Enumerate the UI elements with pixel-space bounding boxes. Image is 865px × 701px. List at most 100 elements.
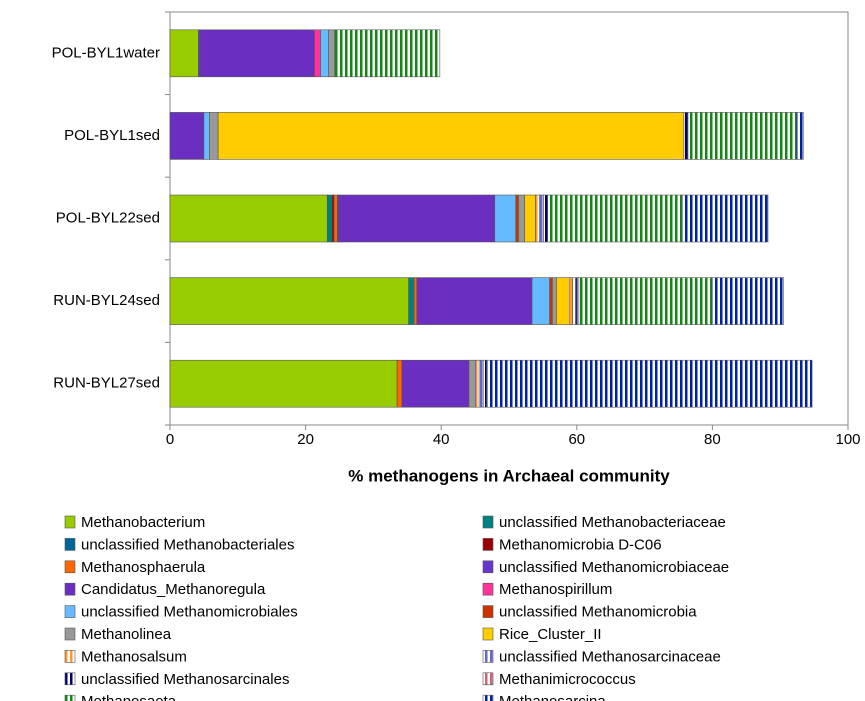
bar-segment	[198, 29, 201, 78]
legend-label: Methanosarcina	[499, 693, 606, 701]
bar-segment	[482, 359, 487, 408]
legend-item: Methanimicrococcus	[482, 671, 636, 688]
x-tick-label: 60	[568, 431, 585, 448]
bar-segment	[169, 29, 199, 78]
legend-swatch	[64, 605, 76, 618]
bar-segment	[549, 277, 553, 325]
legend-label: unclassified Methanomicrobiales	[81, 604, 298, 621]
legend-item: Candidatus_Methanoregula	[64, 581, 266, 598]
bar-segment	[575, 277, 580, 325]
bar-segment	[217, 112, 685, 160]
bar-segment	[518, 194, 525, 243]
bar-segment	[200, 29, 315, 78]
legend-swatch	[482, 605, 494, 618]
bar-segment	[169, 112, 205, 160]
x-tick-label: 0	[166, 431, 174, 448]
legend-label: unclassified Methanosarcinaceae	[499, 648, 721, 665]
legend-item: Methanosalsum	[64, 648, 187, 665]
y-tick-label: POL-BYL1water	[52, 44, 160, 61]
y-tick-label: POL-BYL1sed	[64, 127, 160, 144]
bar-segment	[339, 194, 496, 243]
bar-segment	[524, 194, 536, 243]
legend-swatch	[482, 694, 494, 701]
bar-segment	[556, 277, 570, 325]
legend-swatch	[64, 515, 76, 529]
x-tick-label: 100	[835, 431, 860, 448]
bar-segment	[408, 277, 415, 325]
legend-swatch	[64, 627, 76, 641]
legend-item: unclassified Methanomicrobiales	[64, 604, 298, 621]
legend-swatch	[482, 582, 494, 596]
legend-label: unclassified Methanosarcinales	[81, 671, 289, 688]
legend-label: Candidatus_Methanoregula	[81, 581, 266, 598]
legend-label: Methanomicrobia D-C06	[499, 536, 662, 553]
legend-item: Methanosarcina	[482, 693, 606, 701]
legend-swatch	[482, 627, 494, 641]
legend-swatch	[482, 560, 494, 574]
legend-swatch	[482, 515, 494, 529]
y-tick-label: RUN-BYL24sed	[53, 292, 160, 309]
bar-segment	[468, 359, 477, 408]
legend-label: Rice_Cluster_II	[499, 626, 602, 643]
bar-segment	[578, 277, 713, 325]
bar-segment	[547, 194, 683, 243]
legend-label: Methanimicrococcus	[499, 671, 636, 688]
legend-label: Methanospirillum	[499, 581, 612, 598]
legend-swatch	[64, 694, 76, 701]
bar-segment	[683, 112, 689, 160]
legend-swatch	[64, 560, 76, 574]
legend-label: Methanosphaerula	[81, 559, 206, 576]
x-tick-label: 40	[433, 431, 450, 448]
legend-item: unclassified Methanomicrobia	[482, 604, 697, 621]
x-tick-label: 80	[704, 431, 721, 448]
legend-item: unclassified Methanobacteriales	[64, 536, 294, 553]
bar-segment	[687, 112, 797, 160]
legend-item: Methanolinea	[64, 626, 172, 643]
bar-segment	[531, 277, 550, 325]
bar-segment	[337, 194, 340, 243]
legend-label: unclassified Methanomicrobia	[499, 604, 697, 621]
legend-item: Methanosaeta	[64, 693, 177, 701]
legend-item: Rice_Cluster_II	[482, 626, 602, 643]
x-axis-label: % methanogens in Archaeal community	[348, 466, 670, 485]
legend-item: Methanomicrobia D-C06	[482, 536, 662, 553]
legend-swatch	[64, 650, 76, 663]
bar-segment	[535, 194, 540, 243]
bar-segment	[203, 112, 210, 160]
bar-segment	[320, 29, 329, 78]
legend-label: unclassified Methanobacteriaceae	[499, 514, 726, 531]
legend-swatch	[64, 582, 76, 596]
legend-item: unclassified Methanosarcinaceae	[482, 648, 721, 665]
bar-segment	[334, 29, 441, 78]
legend-item: unclassified Methanomicrobiaceae	[482, 559, 729, 576]
legend-label: Methanobacterium	[81, 514, 205, 531]
bar-segment	[328, 29, 336, 78]
legend-swatch	[64, 538, 76, 551]
bar-segment	[543, 194, 548, 243]
bar-segment	[475, 359, 480, 408]
legend-item: unclassified Methanosarcinales	[64, 671, 289, 688]
y-tick-label: RUN-BYL27sed	[53, 375, 160, 392]
bar-segment	[515, 194, 519, 243]
bar-segment	[796, 112, 804, 160]
legend-swatch	[482, 538, 494, 551]
bar-segment	[333, 194, 338, 243]
legend-label: Methanolinea	[81, 626, 172, 643]
bar-segment	[494, 194, 517, 243]
bar-segment	[169, 359, 398, 408]
bar-segment	[539, 194, 544, 243]
bar-segment	[326, 194, 333, 243]
bar-segment	[169, 277, 409, 325]
bar-segment	[569, 277, 574, 325]
bar-segment	[552, 277, 557, 325]
bar-segment	[711, 277, 784, 325]
bar-segment	[416, 277, 533, 325]
legend-item: unclassified Methanobacteriaceae	[482, 514, 726, 531]
bar-segment	[169, 194, 328, 243]
legend-label: Methanosalsum	[81, 648, 187, 665]
bar-segment	[401, 359, 470, 408]
bar-segment	[486, 359, 813, 408]
legend-label: unclassified Methanobacteriales	[81, 536, 294, 553]
x-tick-label: 20	[297, 431, 314, 448]
